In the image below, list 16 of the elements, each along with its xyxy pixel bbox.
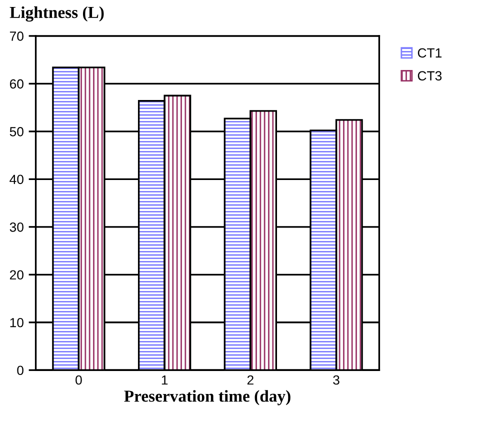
x-axis-title: Preservation time (day) bbox=[124, 390, 290, 406]
x-tick-label: 0 bbox=[76, 375, 82, 385]
y-tick-label: 60 bbox=[10, 79, 24, 89]
x-tick-label: 1 bbox=[162, 375, 168, 385]
chart-title: Lightness (L) bbox=[10, 6, 104, 22]
y-tick-label: 50 bbox=[10, 127, 24, 136]
y-tick-label: 30 bbox=[10, 222, 24, 232]
x-tick-label: 3 bbox=[333, 375, 340, 385]
y-tick-label: 70 bbox=[10, 32, 24, 41]
legend-label: CT1 bbox=[418, 48, 442, 58]
y-tick-label: 0 bbox=[17, 366, 24, 376]
y-tick-label: 40 bbox=[10, 174, 24, 184]
x-tick-label: 2 bbox=[247, 375, 254, 385]
y-tick-label: 10 bbox=[10, 318, 24, 328]
legend-label: CT3 bbox=[418, 71, 442, 81]
y-tick-label: 20 bbox=[10, 270, 24, 280]
